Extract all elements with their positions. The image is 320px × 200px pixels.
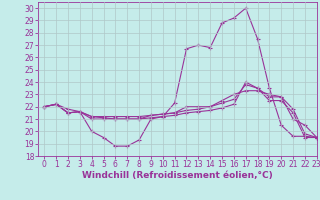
- X-axis label: Windchill (Refroidissement éolien,°C): Windchill (Refroidissement éolien,°C): [82, 171, 273, 180]
